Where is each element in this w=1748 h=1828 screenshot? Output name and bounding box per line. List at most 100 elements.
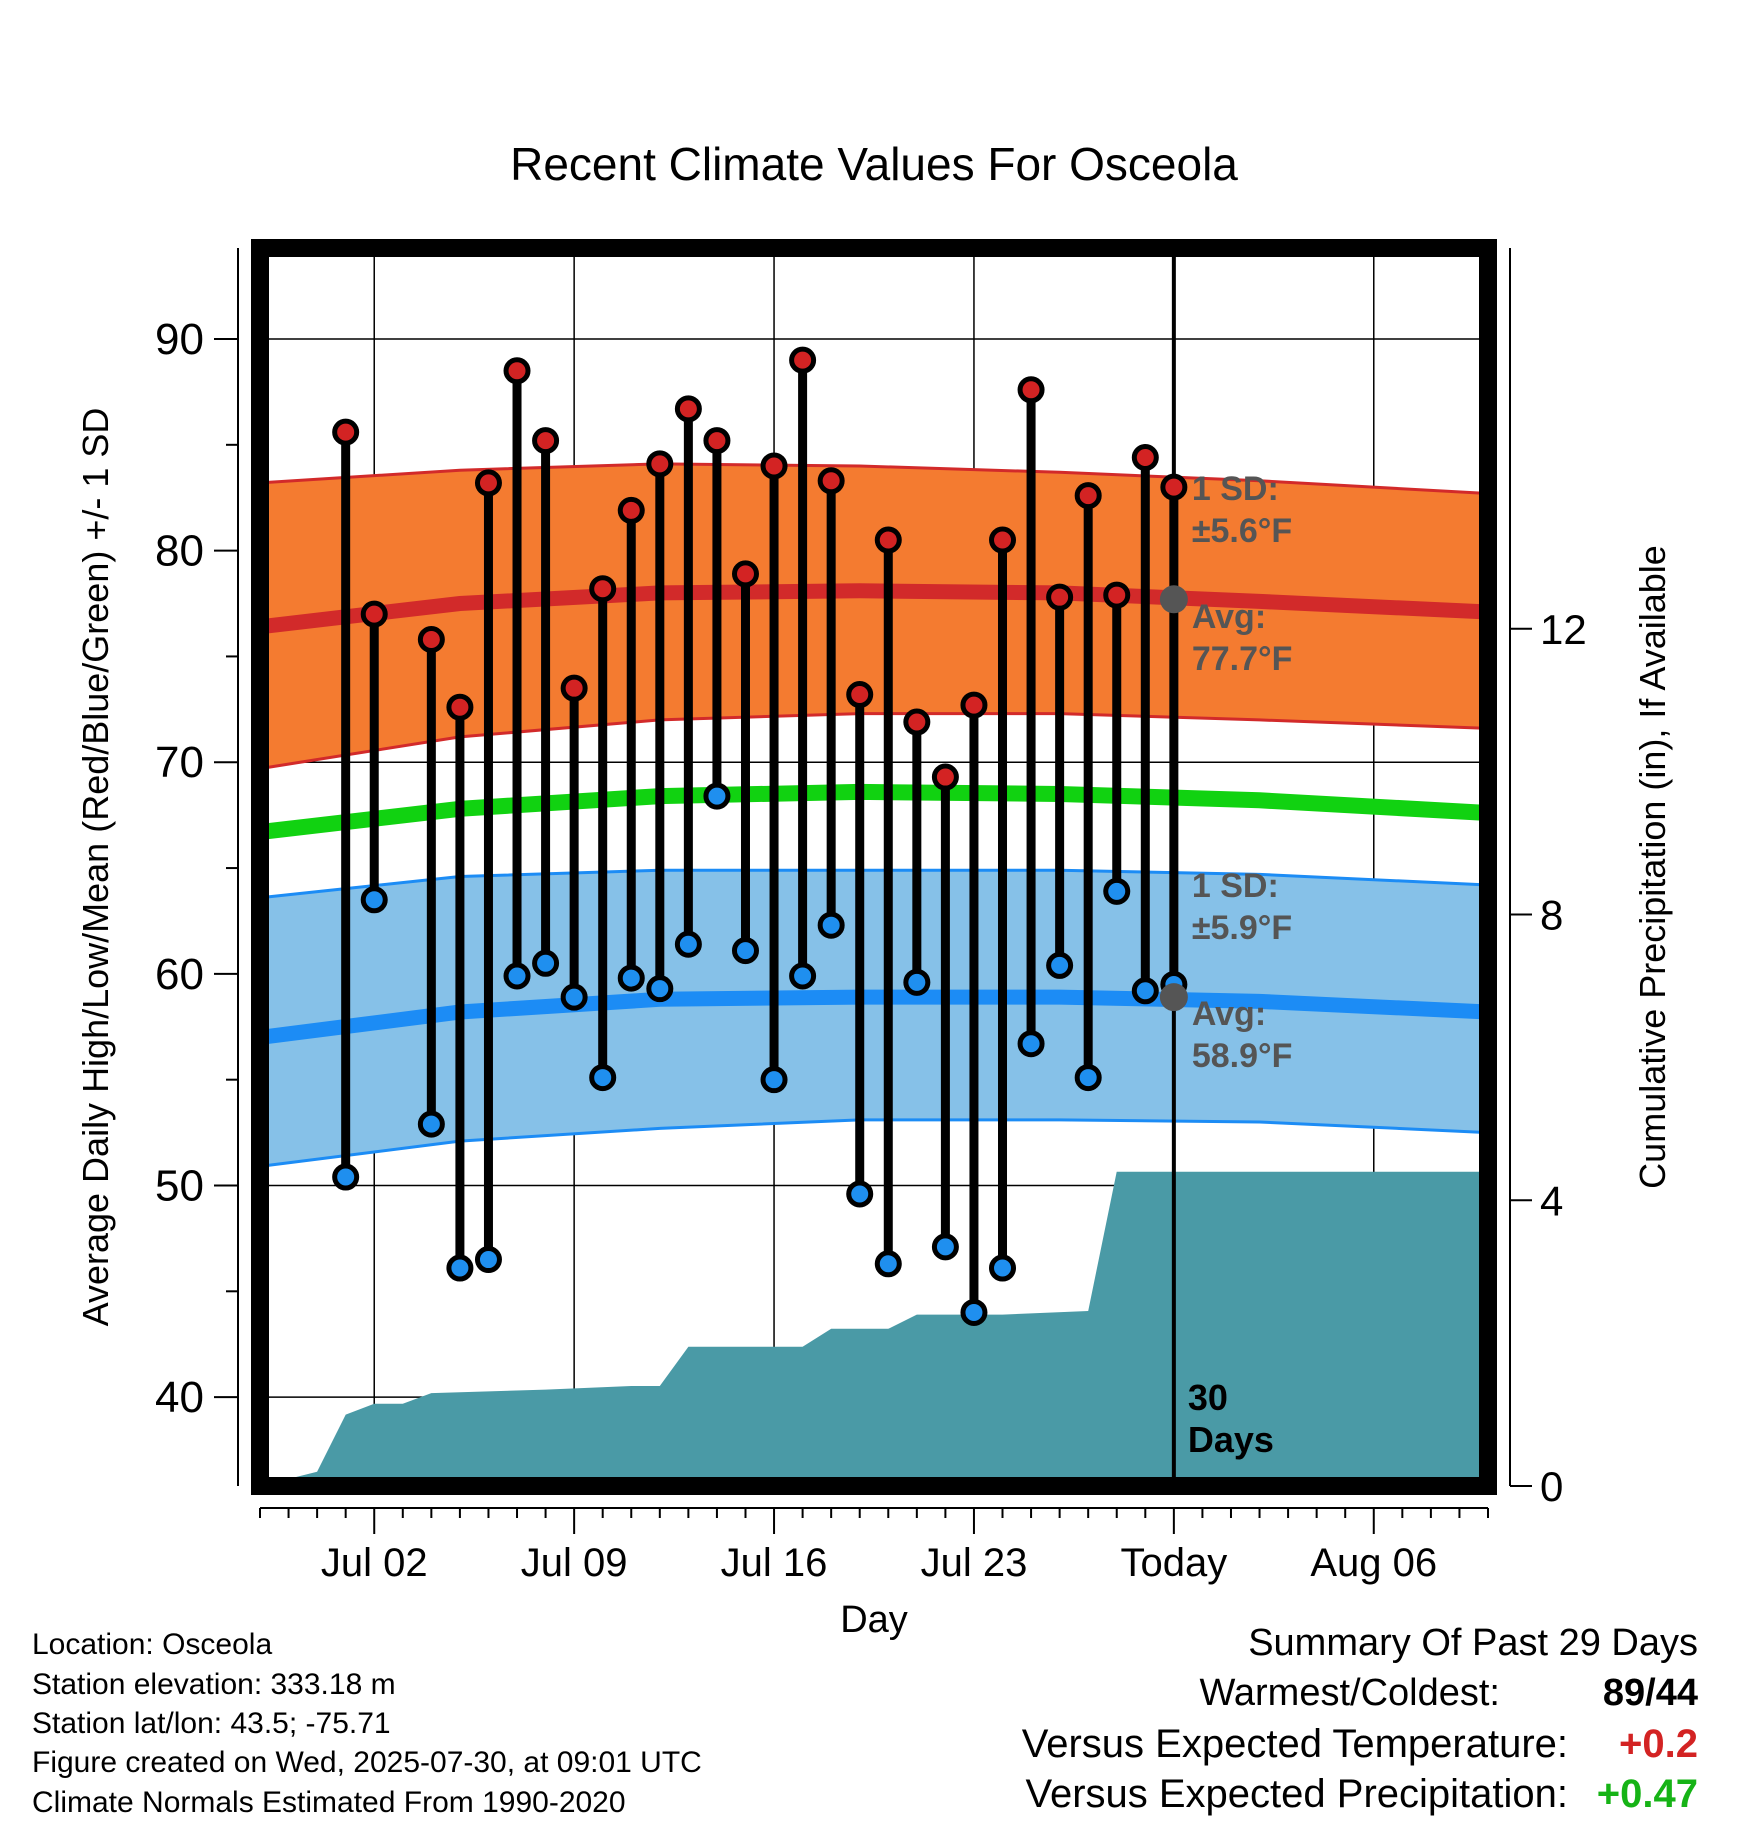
x-tick-label: Today (1120, 1541, 1227, 1585)
info-elevation: Station elevation: 333.18 m (32, 1668, 396, 1701)
x-tick-label: Aug 06 (1310, 1541, 1437, 1585)
band-labels: 1 SD: ±5.6°F Avg: 77.7°F 1 SD: ±5.9°F Avg: 58.9… (1159, 470, 1293, 1460)
daily-high-point (589, 575, 617, 603)
y-tick-label: 60 (155, 950, 204, 999)
precip-cumulative-area (260, 1171, 1488, 1486)
daily-low-point (503, 962, 531, 990)
y-axis-label: Average Daily High/Low/Mean (Red/Blue/Gr… (75, 408, 116, 1327)
daily-high-point (789, 346, 817, 374)
mean-avg-line (259, 783, 1489, 841)
daily-low-point (989, 1254, 1017, 1282)
daily-high-point (1131, 444, 1159, 472)
daily-high-point (532, 427, 560, 455)
daily-low-point (446, 1254, 474, 1282)
daily-low-point (360, 886, 388, 914)
daily-low-point (332, 1163, 360, 1191)
daily-low-point (817, 911, 845, 939)
x-tick-label: Jul 23 (921, 1541, 1028, 1585)
daily-low-point (789, 962, 817, 990)
daily-high-point (1046, 583, 1074, 611)
chart-title: Recent Climate Values For Osceola (510, 138, 1238, 190)
low-sd-label: 1 SD: (1192, 867, 1279, 905)
daily-high-point (1074, 482, 1102, 510)
daily-high-point (446, 693, 474, 721)
y-tick-label: 40 (155, 1373, 204, 1422)
daily-low-point (1131, 977, 1159, 1005)
daily-high-point (903, 708, 931, 736)
daily-high-point (474, 469, 502, 497)
daily-high-point (560, 674, 588, 702)
y-tick-label: 80 (155, 527, 204, 576)
y2-tick-label: 0 (1540, 1463, 1563, 1510)
daily-low-point (1074, 1064, 1102, 1092)
info-created: Figure created on Wed, 2025-07-30, at 09… (32, 1746, 702, 1779)
daily-low-point (1046, 951, 1074, 979)
daily-low-point (674, 930, 702, 958)
high-avg-line (259, 583, 1489, 635)
summary-temp-label: Versus Expected Temperature: (1021, 1722, 1568, 1766)
daily-low-point (960, 1298, 988, 1326)
daily-high-point (617, 496, 645, 524)
summary-separator: / (1645, 1672, 1656, 1714)
daily-high-point (674, 395, 702, 423)
y2-tick-label: 8 (1540, 892, 1563, 939)
y-tick-label: 50 (155, 1161, 204, 1210)
info-location: Location: Osceola (32, 1628, 273, 1661)
daily-high-point (931, 763, 959, 791)
summary-coldest-value: 44 (1655, 1672, 1698, 1714)
high-sd-value: ±5.6°F (1192, 512, 1292, 550)
daily-high-point (703, 427, 731, 455)
summary-temp-value: +0.2 (1619, 1722, 1698, 1766)
daily-low-point (903, 968, 931, 996)
daily-low-point (703, 782, 731, 810)
period-label-unit: Days (1188, 1419, 1274, 1460)
daily-high-point (989, 526, 1017, 554)
daily-high-point (417, 626, 445, 654)
today-high-normal-marker (1159, 585, 1188, 614)
summary-precip-label: Versus Expected Precipitation: (1025, 1772, 1568, 1816)
daily-high-point (360, 600, 388, 628)
daily-high-point (960, 691, 988, 719)
today-low-normal-marker (1159, 983, 1188, 1012)
x-tick-label: Jul 09 (521, 1541, 628, 1585)
low-sd-band (260, 870, 1488, 1167)
daily-high-point (760, 452, 788, 480)
x-tick-label: Jul 02 (321, 1541, 428, 1585)
x-tick-label: Jul 16 (721, 1541, 828, 1585)
daily-low-point (760, 1066, 788, 1094)
daily-low-point (617, 964, 645, 992)
daily-high-point (332, 418, 360, 446)
normal-bands (259, 462, 1489, 1168)
x-axis-label: Day (840, 1599, 908, 1641)
y2-tick-label: 12 (1540, 606, 1587, 653)
high-sd-label: 1 SD: (1192, 470, 1279, 508)
low-sd-value: ±5.9°F (1192, 909, 1292, 947)
y-tick-label: 90 (155, 315, 204, 364)
summary-warmest-label: Warmest/Coldest: (1199, 1672, 1500, 1714)
plot-frame (251, 239, 1497, 1495)
daily-high-point (1103, 581, 1131, 609)
daily-low-point (474, 1246, 502, 1274)
summary-title: Summary Of Past 29 Days (1248, 1622, 1698, 1664)
summary-warmest-value: 89 (1602, 1672, 1646, 1714)
daily-high-point (503, 357, 531, 385)
daily-low-point (560, 983, 588, 1011)
daily-bars (332, 346, 1188, 1326)
daily-high-point (731, 560, 759, 588)
low-avg-label: Avg: (1192, 995, 1266, 1033)
summary-precip-value: +0.47 (1596, 1772, 1698, 1816)
y2-axis-label: Cumulative Precipitation (in), If Availa… (1632, 545, 1673, 1189)
daily-high-point (1017, 376, 1045, 404)
daily-low-point (532, 949, 560, 977)
period-label-number: 30 (1188, 1377, 1228, 1418)
daily-low-point (931, 1233, 959, 1261)
y-tick-label: 70 (155, 738, 204, 787)
high-avg-label: Avg: (1192, 598, 1266, 636)
high-avg-value: 77.7°F (1192, 640, 1293, 678)
daily-high-point (874, 526, 902, 554)
axes: 40 50 60 70 80 90 0 4 8 12 Jul 02 Jul 09 Jul 16 Jul 2… (155, 248, 1587, 1585)
daily-low-point (1103, 877, 1131, 905)
daily-low-point (417, 1110, 445, 1138)
info-latlon: Station lat/lon: 43.5; -75.71 (32, 1707, 391, 1740)
daily-high-point (1160, 473, 1188, 501)
